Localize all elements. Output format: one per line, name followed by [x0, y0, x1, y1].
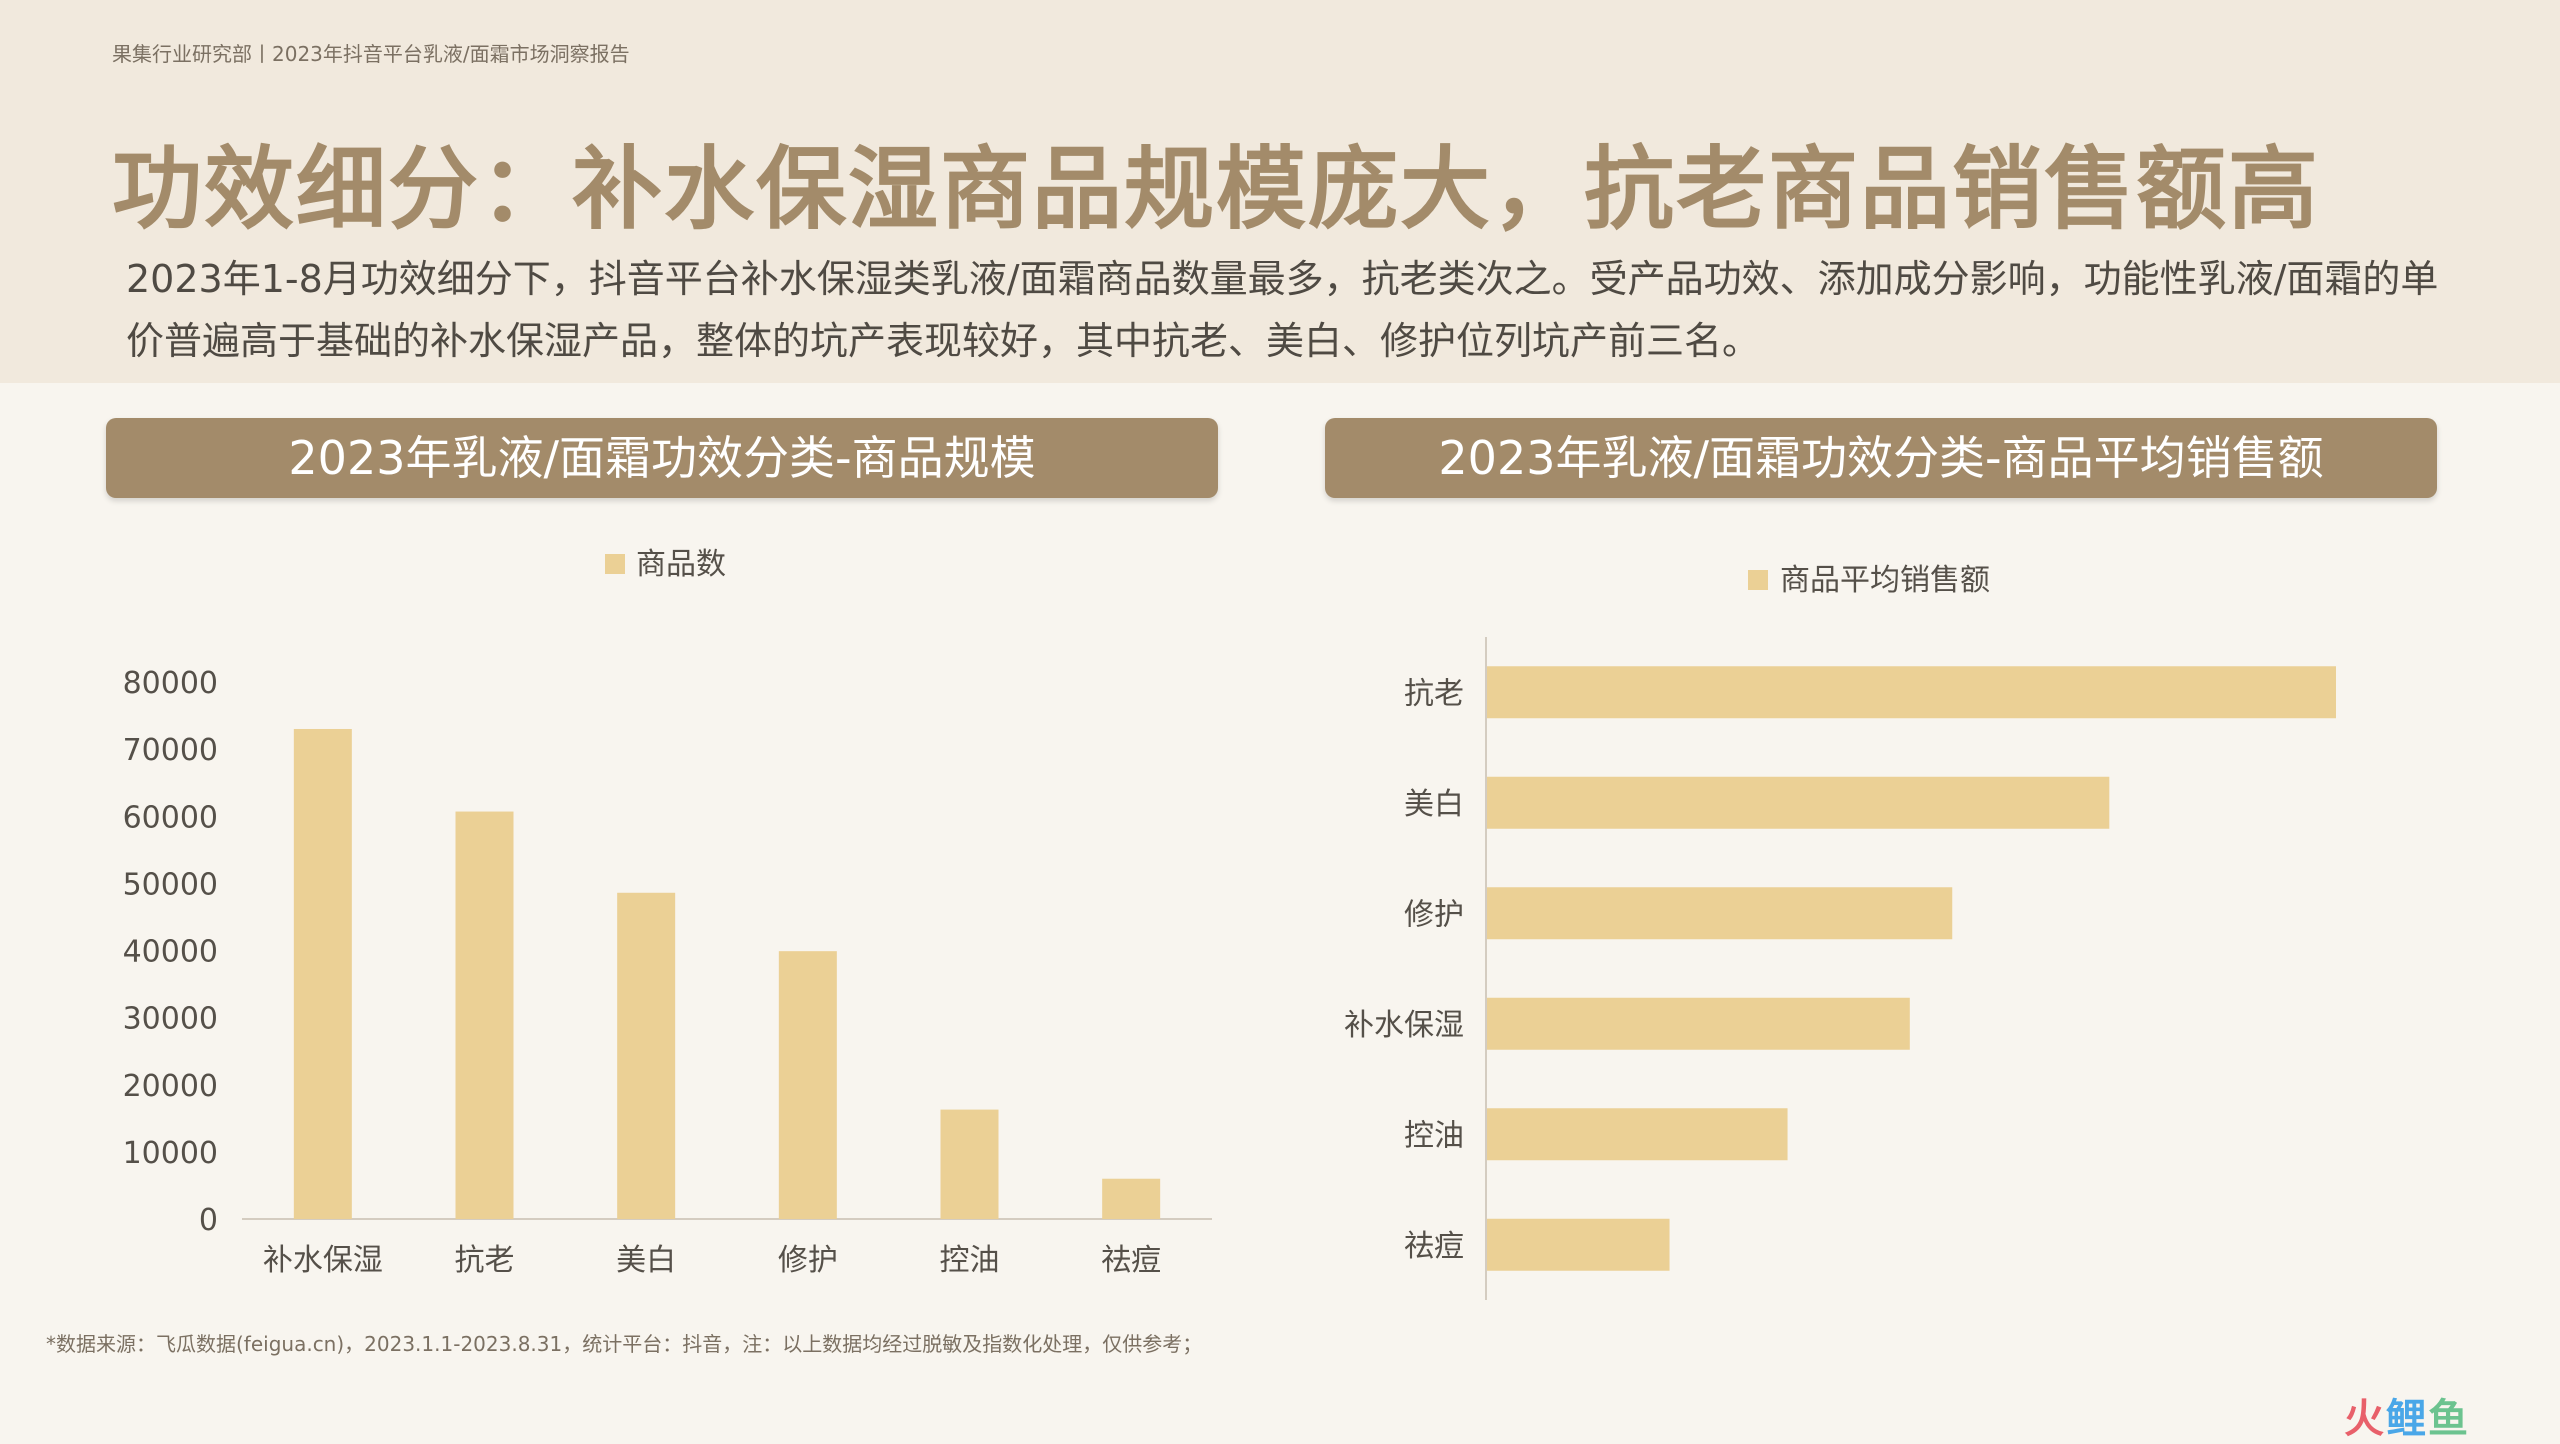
- page-description: 2023年1-8月功效细分下，抖音平台补水保湿类乳液/面霜商品数量最多，抗老类次…: [126, 257, 2439, 363]
- y-tick-label: 0: [199, 1203, 218, 1238]
- y-tick-label: 补水保湿: [1344, 1008, 1464, 1043]
- x-tick-label: 美白: [616, 1243, 676, 1278]
- bar: [778, 951, 837, 1219]
- watermark-logo: 火鲤鱼: [2344, 1386, 2470, 1444]
- x-tick-label: 祛痘: [1101, 1243, 1161, 1278]
- bar: [1102, 1178, 1161, 1219]
- bar: [293, 728, 352, 1219]
- y-tick-label: 50000: [123, 867, 218, 902]
- bar: [1487, 666, 2336, 719]
- bar: [1487, 1108, 1788, 1161]
- x-tick-label: 控油: [940, 1243, 1000, 1278]
- data-source-footnote: *数据来源：飞瓜数据(feigua.cn)，2023.1.1-2023.8.31…: [46, 1332, 1203, 1356]
- bar: [1487, 776, 2110, 829]
- y-tick-label: 20000: [123, 1069, 218, 1104]
- y-tick-label: 30000: [123, 1002, 218, 1037]
- legend-label: 商品平均销售额: [1780, 563, 1990, 598]
- legend-swatch: [605, 554, 625, 574]
- bar: [940, 1109, 999, 1219]
- x-tick-label: 补水保湿: [263, 1243, 383, 1278]
- right-chart-title: 2023年乳液/面霜功效分类-商品平均销售额: [1325, 418, 2437, 498]
- legend-swatch: [1748, 570, 1768, 590]
- y-tick-label: 抗老: [1404, 676, 1464, 711]
- y-tick-label: 10000: [123, 1136, 218, 1171]
- bar: [1487, 887, 1953, 940]
- x-tick-label: 抗老: [455, 1243, 515, 1278]
- bar: [1487, 1218, 1670, 1271]
- watermark-char-3: 鱼: [2428, 1396, 2470, 1442]
- bar: [1487, 997, 1910, 1050]
- x-tick-label: 修护: [778, 1243, 838, 1278]
- legend-label: 商品数: [636, 547, 726, 582]
- y-tick-label: 60000: [123, 800, 218, 835]
- y-tick-label: 修护: [1404, 897, 1464, 932]
- bar: [455, 811, 514, 1219]
- y-tick-label: 控油: [1404, 1118, 1464, 1153]
- y-tick-label: 祛痘: [1404, 1229, 1464, 1264]
- y-tick-label: 40000: [123, 935, 218, 970]
- left-chart-title: 2023年乳液/面霜功效分类-商品规模: [106, 418, 1218, 498]
- y-tick-label: 70000: [123, 733, 218, 768]
- watermark-char-1: 火: [2344, 1396, 2386, 1442]
- header-band: 果集行业研究部丨2023年抖音平台乳液/面霜市场洞察报告 功效细分：补水保湿商品…: [0, 0, 2560, 383]
- y-tick-label: 美白: [1404, 787, 1464, 822]
- report-source-line: 果集行业研究部丨2023年抖音平台乳液/面霜市场洞察报告: [112, 42, 630, 66]
- watermark-char-2: 鲤: [2386, 1396, 2428, 1442]
- page-title: 功效细分：补水保湿商品规模庞大，抗老商品销售额高: [112, 137, 2320, 242]
- y-tick-label: 80000: [123, 666, 218, 701]
- bar: [617, 892, 676, 1219]
